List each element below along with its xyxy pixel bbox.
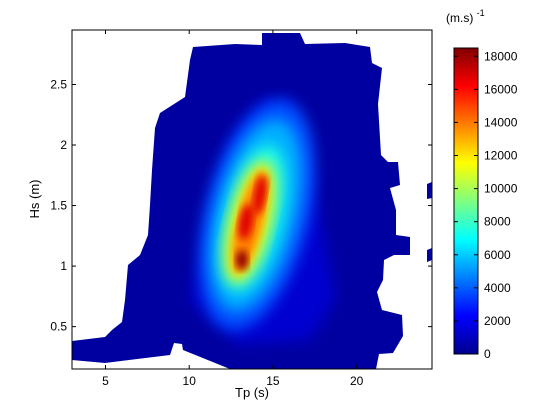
colorbar-ramp <box>453 47 479 355</box>
y-tick-label: 0.5 <box>50 320 67 334</box>
heatmap-field <box>72 33 432 369</box>
x-tick-label: 15 <box>266 374 280 388</box>
x-tick-label: 10 <box>183 374 197 388</box>
y-axis-label: Hs (m) <box>27 180 42 219</box>
colorbar-tick-label: 4000 <box>484 281 511 295</box>
colorbar-tick-label: 2000 <box>484 314 511 328</box>
x-axis-label: Tp (s) <box>235 385 269 400</box>
colorbar-tick-label: 10000 <box>484 182 518 196</box>
colorbar-tick-label: 0 <box>484 347 491 361</box>
x-axis-ticks: 5 10 15 20 <box>102 30 364 388</box>
y-tick-label: 2.5 <box>50 77 67 91</box>
colorbar-tick-label: 16000 <box>484 82 518 96</box>
colorbar-unit-label: (m.s) <box>446 11 473 25</box>
heatmap-region-red-mid <box>238 204 254 240</box>
heatmap-peak <box>236 250 248 270</box>
heatmap-region-red-upper <box>253 175 267 215</box>
x-tick-label: 20 <box>350 374 364 388</box>
x-tick-label: 5 <box>102 374 109 388</box>
plot-frame <box>71 29 433 370</box>
colorbar-tick-label: 6000 <box>484 248 511 262</box>
colorbar-unit: (m.s) -1 <box>446 8 485 25</box>
y-tick-label: 2 <box>60 138 67 152</box>
colorbar-tick-label: 12000 <box>484 149 518 163</box>
colorbar-ticks: 0 2000 4000 6000 8000 10000 12000 14000 16000 180… <box>454 49 518 361</box>
y-axis-ticks: 0.5 1 1.5 2 2.5 <box>50 77 432 334</box>
colorbar-tick-label: 14000 <box>484 115 518 129</box>
colorbar-tick-label: 8000 <box>484 215 511 229</box>
y-tick-label: 1 <box>60 259 67 273</box>
colorbar-unit-exponent: -1 <box>477 8 485 18</box>
colorbar: 0 2000 4000 6000 8000 10000 12000 14000 16000 180… <box>446 8 518 361</box>
plot-area: 5 10 15 20 0.5 1 1.5 2 2.5 Tp (s) Hs (m) <box>27 29 433 400</box>
y-tick-label: 1.5 <box>50 199 67 213</box>
colorbar-tick-label: 18000 <box>484 49 518 63</box>
